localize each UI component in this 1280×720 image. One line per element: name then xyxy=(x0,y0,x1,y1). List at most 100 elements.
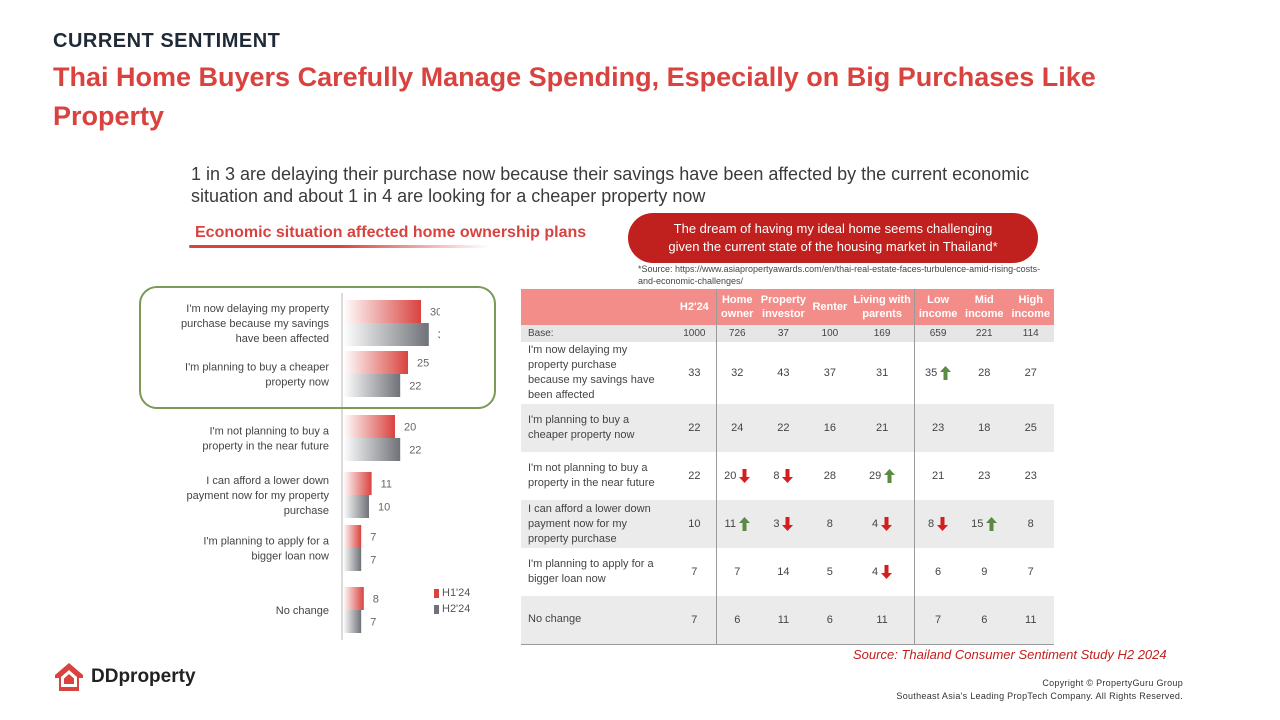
bar-h1 xyxy=(343,300,421,323)
value-cell: 8 xyxy=(809,500,851,548)
page-title: Thai Home Buyers Carefully Manage Spendi… xyxy=(53,62,1096,131)
legend-label-h1: H1'24 xyxy=(442,587,471,599)
bar-h2 xyxy=(343,548,362,571)
header-line: income xyxy=(965,308,1004,320)
row-label-line: property purchase xyxy=(528,532,617,545)
base-cell: 169 xyxy=(850,325,915,342)
up-arrow-icon xyxy=(940,366,952,380)
value-text: 43 xyxy=(777,367,790,379)
value-text: 11 xyxy=(777,613,790,626)
row-label-line: property in the near future xyxy=(528,477,655,489)
value-cell: 43 xyxy=(757,342,809,404)
row-label: I'm planning to apply for a bigger loan n… xyxy=(521,548,672,596)
bar-value-label: 33 xyxy=(438,330,440,342)
bar-h1 xyxy=(343,415,395,438)
value-text: 5 xyxy=(826,566,833,578)
value-text: 22 xyxy=(688,422,701,434)
chart-section-label: Economic situation affected home ownersh… xyxy=(195,224,587,241)
value-text: 21 xyxy=(875,422,889,434)
value-cell: 16 xyxy=(809,404,851,452)
value-cell: 18 xyxy=(961,404,1008,452)
row-label: I'm not planning to buy a property in the… xyxy=(521,452,672,500)
header-line: income xyxy=(918,308,958,320)
bar-h1 xyxy=(343,472,372,495)
bar-h2 xyxy=(343,610,362,633)
value-cell: 4 xyxy=(850,548,915,596)
legend-item-h1: H1'24 xyxy=(434,587,470,599)
value-cell: 31 xyxy=(850,342,915,404)
header-line: High xyxy=(1018,294,1043,306)
bar-value-label: 7 xyxy=(370,532,376,544)
value-cell: 28 xyxy=(810,452,850,500)
value-cell: 37 xyxy=(810,342,850,404)
table-row: I'm not planning to buy a property in the… xyxy=(521,452,1054,500)
value-cell: 22 xyxy=(672,404,717,452)
value-text: 22 xyxy=(688,470,701,482)
value-text: 10 xyxy=(688,518,701,530)
value-text: 4 xyxy=(872,565,879,578)
ddproperty-logo: DDproperty xyxy=(53,661,196,693)
value-text: 32 xyxy=(731,367,744,379)
source-citation: Source: Thailand Consumer Sentiment Stud… xyxy=(853,647,1167,662)
value-cell: 33 xyxy=(672,342,716,404)
bar-value-label: 22 xyxy=(409,381,421,393)
value-text: 7 xyxy=(734,566,741,578)
value-text: 8 xyxy=(928,517,935,530)
value-cell: 15 xyxy=(961,500,1008,548)
down-arrow-icon xyxy=(782,517,794,531)
table-header-row: H2'24 Home owner Property investor Renter Livi… xyxy=(521,289,1054,325)
value-text: 33 xyxy=(688,367,701,379)
value-cell: 7 xyxy=(1007,548,1054,596)
bar-h1 xyxy=(343,351,408,374)
value-text: 6 xyxy=(826,613,833,626)
value-cell: 27 xyxy=(1007,342,1054,404)
value-cell: 28 xyxy=(961,342,1007,404)
value-text: 25 xyxy=(1024,422,1037,434)
value-cell: 21 xyxy=(850,404,915,452)
row-label-line: been affected xyxy=(528,389,595,401)
value-text: 7 xyxy=(691,613,698,626)
category-label: payment now for my property xyxy=(187,490,330,502)
value-text: 8 xyxy=(826,518,833,530)
value-text: 35 xyxy=(924,366,938,379)
row-label-line: I'm not planning to buy a xyxy=(528,462,648,474)
value-text: 27 xyxy=(1024,367,1037,379)
value-cell: 3 xyxy=(757,500,810,548)
bar-value-label: 20 xyxy=(404,422,416,434)
value-cell: 7 xyxy=(672,596,717,645)
value-cell: 11 xyxy=(1007,596,1054,645)
value-cell: 8 xyxy=(757,452,809,500)
table-row: I can afford a lower down payment now for… xyxy=(521,500,1054,548)
value-cell: 23 xyxy=(1007,452,1054,500)
value-cell: 29 xyxy=(850,452,915,500)
value-text: 22 xyxy=(777,422,790,434)
row-label: I'm now delaying my property purchase beca… xyxy=(521,342,672,404)
value-text: 23 xyxy=(1024,470,1037,482)
bar-value-label: 10 xyxy=(378,502,390,514)
category-label: have been affected xyxy=(236,333,329,345)
value-cell: 7 xyxy=(716,548,758,596)
base-cell: 221 xyxy=(961,325,1008,342)
category-label: purchase xyxy=(284,505,329,517)
base-cell: 1000 xyxy=(672,325,717,342)
category-label: bigger loan now xyxy=(251,551,329,563)
bar-h2 xyxy=(343,323,429,346)
bar-value-label: 30 xyxy=(430,307,440,319)
chart-legend: H1'24 H2'24 xyxy=(434,587,470,619)
value-cell: 8 xyxy=(1007,500,1054,548)
table-header-cell: High income xyxy=(1007,289,1054,325)
base-cell: 114 xyxy=(1007,325,1054,342)
value-text: 20 xyxy=(724,469,737,482)
category-label: property now xyxy=(265,377,329,389)
value-cell: 7 xyxy=(914,596,962,645)
value-text: 7 xyxy=(1027,566,1034,578)
value-cell: 22 xyxy=(757,404,810,452)
legend-label-h2: H2'24 xyxy=(442,603,471,615)
value-text: 29 xyxy=(868,469,882,482)
category-label: I'm not planning to buy a xyxy=(209,426,329,438)
header-line: owner xyxy=(721,308,754,320)
row-label-line: payment now for my xyxy=(528,517,628,530)
value-text: 9 xyxy=(981,566,988,578)
copyright-line-1: Copyright © PropertyGuru Group xyxy=(1042,678,1183,688)
row-label-line: bigger loan now xyxy=(528,573,606,585)
